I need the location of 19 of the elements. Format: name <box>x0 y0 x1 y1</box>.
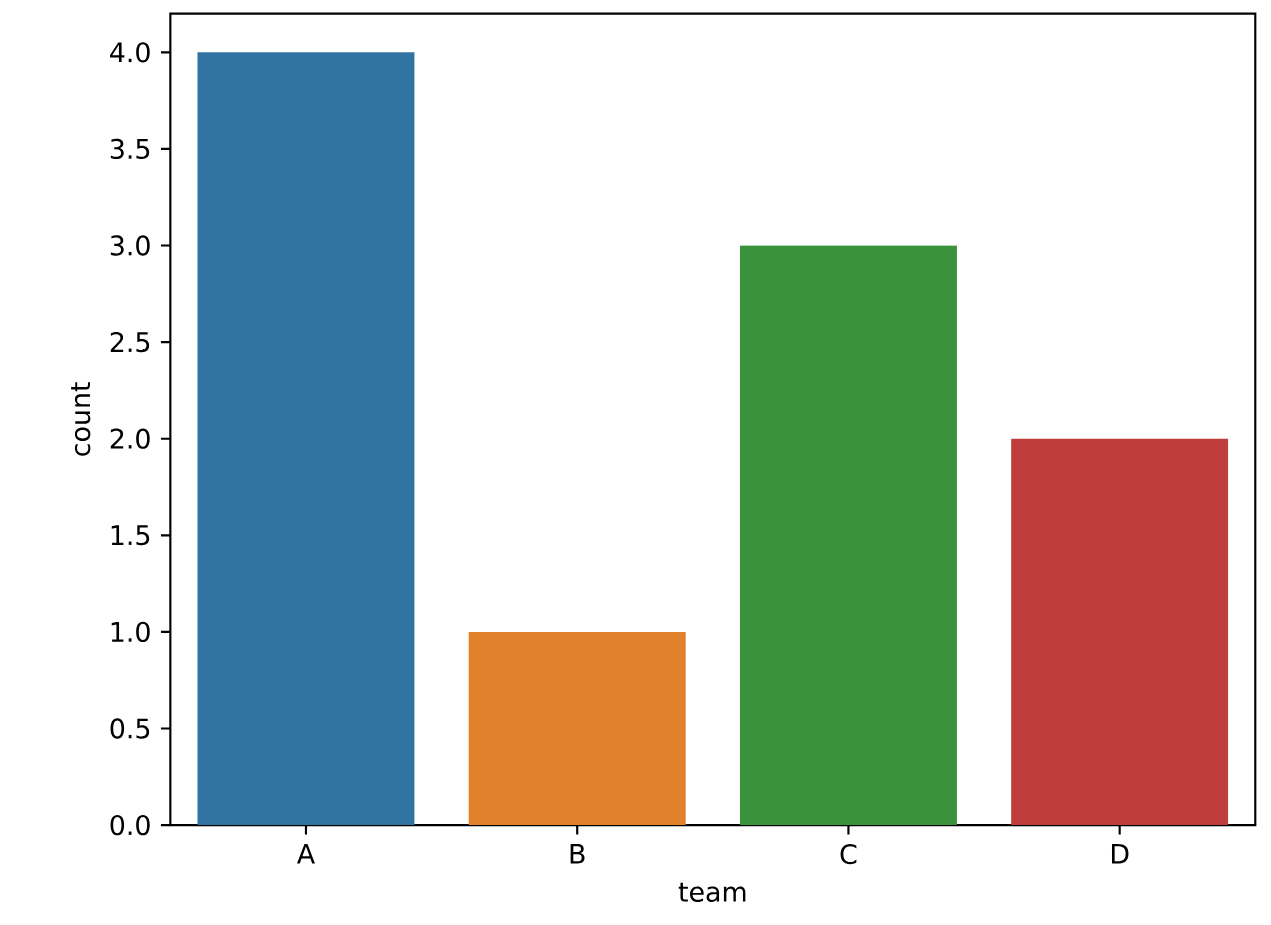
bar <box>1011 438 1229 825</box>
x-tick-label: D <box>1111 843 1129 864</box>
x-tick-label: A <box>297 843 315 864</box>
y-tick-label: 0.5 <box>110 718 150 739</box>
x-axis-title: team <box>678 882 746 902</box>
y-tick-label: 0.0 <box>110 814 150 836</box>
y-tick-label: 1.5 <box>111 525 150 546</box>
bar <box>468 631 686 825</box>
y-tick-label: 3.5 <box>110 138 150 159</box>
y-tick-label: 3.0 <box>110 235 150 256</box>
x-tick-label: C <box>840 843 857 865</box>
y-tick-label: 1.0 <box>111 621 150 642</box>
bar <box>197 52 415 825</box>
x-tick-label: B <box>570 843 585 864</box>
y-axis-title: count <box>71 381 91 456</box>
y-tick-label: 2.0 <box>110 428 150 449</box>
y-tick-label: 4.0 <box>110 41 150 63</box>
y-tick-label: 2.5 <box>110 331 150 353</box>
bar <box>739 245 957 825</box>
